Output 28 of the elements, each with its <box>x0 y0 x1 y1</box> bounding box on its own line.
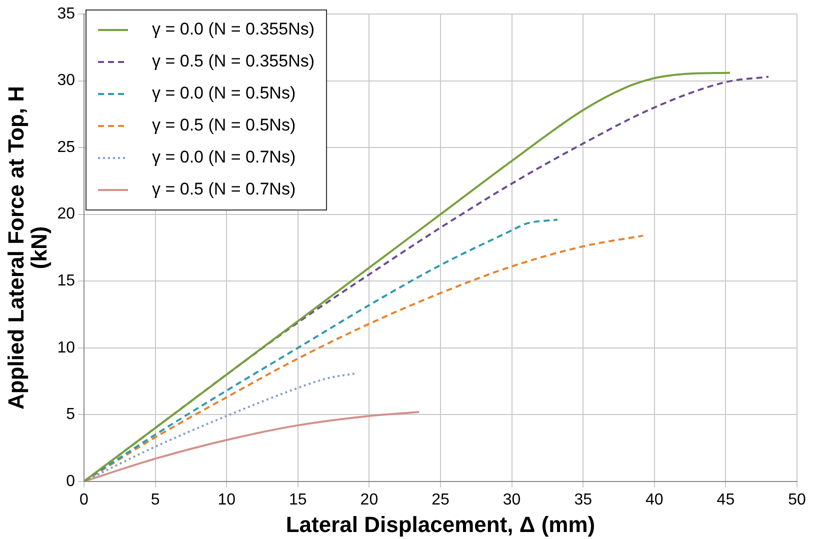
x-tick-label: 10 <box>218 491 236 508</box>
line-series <box>84 218 558 482</box>
legend-label: γ = 0.5 (N = 0.7Ns) <box>152 180 296 199</box>
y-axis-title: Applied Lateral Force at Top, H (kN) <box>4 86 52 410</box>
y-tick-label: 35 <box>57 5 76 22</box>
x-tick-label: 50 <box>788 491 806 508</box>
x-tick-label: 15 <box>289 491 307 508</box>
x-tick-label: 30 <box>502 491 521 508</box>
y-tick-label: 30 <box>57 72 76 90</box>
legend-label: γ = 0.0 (N = 0.5Ns) <box>152 84 296 103</box>
legend-label: γ = 0.0 (N = 0.7Ns) <box>152 148 296 167</box>
x-tick-label: 25 <box>432 491 450 508</box>
x-tick-label: 40 <box>646 491 664 508</box>
y-tick-label: 5 <box>66 406 76 424</box>
y-tick-label: 20 <box>57 206 76 223</box>
y-tick-label: 15 <box>57 272 76 290</box>
legend-label: γ = 0.5 (N = 0.355Ns) <box>152 52 315 71</box>
x-tick-label: 45 <box>716 491 735 508</box>
x-tick-label: 35 <box>574 491 592 508</box>
legend-label: γ = 0.0 (N = 0.355Ns) <box>152 20 315 39</box>
y-tick-label: 10 <box>57 339 76 356</box>
x-tick-label: 0 <box>80 491 89 508</box>
y-tick-label: 0 <box>66 472 76 490</box>
x-tick-label: 20 <box>360 491 378 508</box>
legend-label: γ = 0.5 (N = 0.5Ns) <box>152 116 296 135</box>
x-axis-title: Lateral Displacement, Δ (mm) <box>286 512 596 537</box>
x-tick-label: 5 <box>150 491 160 508</box>
y-tick-label: 25 <box>57 138 76 156</box>
